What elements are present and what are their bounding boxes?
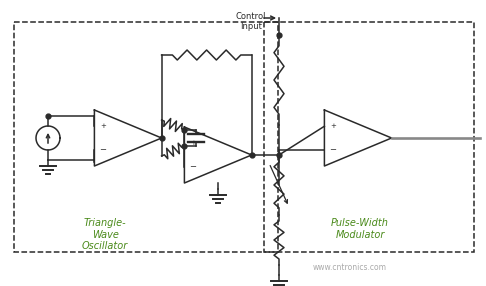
Text: www.cntronics.com: www.cntronics.com	[313, 263, 387, 273]
Text: −: −	[99, 145, 106, 154]
Bar	[264, 22, 474, 252]
Text: +: +	[190, 140, 196, 146]
Text: Triangle-
Wave
Oscillator: Triangle- Wave Oscillator	[82, 218, 128, 251]
Text: +: +	[100, 123, 106, 129]
Text: −: −	[330, 145, 336, 154]
Text: Control
Input: Control Input	[236, 12, 266, 31]
Bar	[14, 22, 278, 252]
Text: +: +	[330, 123, 336, 129]
Text: Pulse-Width
Modulator: Pulse-Width Modulator	[331, 218, 389, 240]
Text: −: −	[190, 162, 196, 171]
